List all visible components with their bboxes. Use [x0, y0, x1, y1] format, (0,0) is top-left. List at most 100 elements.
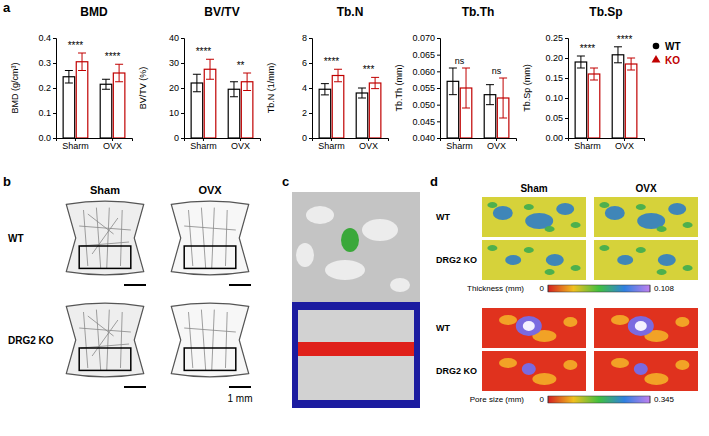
significance-label: ****	[196, 46, 212, 57]
map-region	[499, 315, 517, 325]
render-bone	[298, 310, 414, 400]
scale-bar	[124, 284, 146, 286]
panel-letter: a	[3, 0, 11, 15]
bar	[332, 76, 344, 139]
map-region	[563, 317, 577, 327]
tick-mark	[53, 138, 56, 139]
error-bar-stem	[119, 64, 120, 82]
tick: 0.3	[38, 58, 56, 68]
error-bar-cap	[334, 69, 342, 70]
trabecula	[184, 328, 236, 332]
bar-chart: Tb.Th0.0400.0450.0500.0550.0600.0650.070…	[394, 5, 517, 151]
axis-line	[565, 39, 569, 139]
tick-mark	[181, 88, 184, 89]
map-region	[658, 254, 676, 266]
error-bar-stem	[594, 68, 595, 80]
bar-chart: Tb.N02468Tb.N (1/mm)SharmOVX*******	[266, 5, 389, 151]
trabecula	[79, 226, 131, 230]
error-bar-cap	[102, 79, 110, 80]
tick: OVX	[231, 138, 250, 151]
map-region	[657, 269, 667, 275]
tick-label: 0.25	[545, 33, 563, 43]
error-bar-cap	[499, 118, 507, 119]
significance-label: ****	[68, 40, 84, 51]
map-region	[683, 265, 693, 271]
colorbar-tick-label: 0.108	[654, 284, 675, 293]
map-region	[505, 255, 521, 265]
colorbar-ramp	[548, 285, 650, 292]
error-bar	[321, 84, 329, 95]
thickness-map	[482, 197, 586, 237]
bar	[625, 64, 637, 138]
render-highlight	[296, 243, 314, 267]
map-region	[556, 203, 574, 215]
tick-mark	[181, 63, 184, 64]
tick-mark	[53, 63, 56, 64]
bar	[100, 84, 112, 138]
axis-title: BMD (g/cm³)	[10, 63, 20, 114]
error-bar-cap	[334, 81, 342, 82]
tick: 40	[169, 33, 184, 43]
axis-line	[309, 39, 313, 139]
trabecula	[225, 312, 227, 368]
bar	[319, 89, 331, 138]
tick-mark	[565, 118, 568, 119]
map-ground	[594, 351, 698, 391]
error-bar-cap	[371, 88, 379, 89]
legend: WTKO	[652, 41, 681, 66]
tick-mark	[309, 113, 312, 114]
scale-bar-label: 1 mm	[228, 393, 253, 404]
render-highlight	[390, 278, 410, 292]
map-region	[532, 373, 556, 385]
error-bar-stem	[196, 74, 197, 92]
error-bar-cap	[486, 104, 494, 105]
significance-label: ****	[617, 34, 633, 45]
error-bar	[193, 74, 201, 92]
error-bar-stem	[489, 85, 490, 105]
trabecula	[120, 210, 122, 266]
colorbar-title: Thickness (mm)	[467, 284, 524, 293]
tick: 0.4	[38, 33, 56, 43]
tick-mark	[437, 88, 440, 89]
map-ground	[594, 308, 698, 348]
axis-line	[53, 39, 57, 139]
colorbar-tick	[548, 396, 549, 403]
chart-title: Tb.Sp	[589, 5, 622, 19]
tick-mark	[437, 121, 440, 122]
scale-bar	[124, 386, 146, 388]
error-bar-stem	[82, 53, 83, 71]
error-bar-cap	[321, 83, 329, 84]
error-bar	[486, 85, 494, 105]
trabecula	[107, 208, 110, 269]
trabecula	[189, 210, 193, 266]
row-header: DRG2 KO	[8, 335, 54, 346]
error-bar-cap	[206, 59, 214, 60]
tick-label: Sharm	[574, 141, 601, 151]
error-bar-cap	[499, 78, 507, 79]
tick-mark	[309, 138, 312, 139]
map-ground	[482, 351, 586, 391]
tick-mark	[565, 58, 568, 59]
error-bar	[462, 68, 470, 108]
tick-label: 0.045	[412, 117, 435, 127]
tick-mark	[309, 38, 312, 39]
error-bar	[243, 73, 251, 91]
significance-label: **	[237, 60, 245, 71]
render-slice	[298, 342, 414, 356]
trabecula	[120, 312, 122, 368]
error-bar-stem	[361, 88, 362, 98]
trabecula	[92, 218, 118, 254]
legend-label: KO	[665, 55, 680, 66]
error-bar-stem	[503, 78, 504, 118]
tick: OVX	[487, 138, 506, 151]
row-header: DRG2 KO	[436, 366, 477, 376]
trabecula	[184, 226, 236, 230]
error-bar	[358, 88, 366, 98]
tick: 0.2	[38, 83, 56, 93]
map-ground	[482, 308, 586, 348]
tick-label: 0.065	[412, 50, 435, 60]
column-header: OVX	[198, 184, 222, 196]
tick-mark	[565, 78, 568, 79]
tick-label: 0.055	[412, 83, 435, 93]
tick-label: 0	[302, 133, 307, 143]
